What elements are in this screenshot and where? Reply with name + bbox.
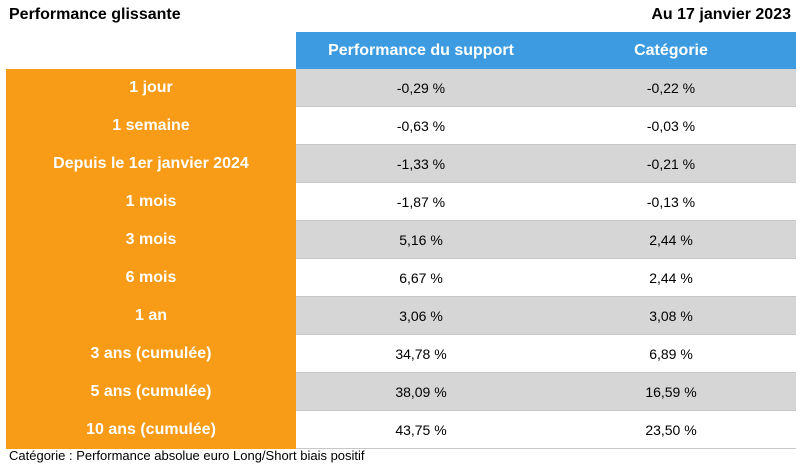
table-row: 6 mois 6,67 % 2,44 % xyxy=(6,258,796,297)
support-value: 5,16 % xyxy=(296,220,546,259)
table-header-row: Performance du support Catégorie xyxy=(6,32,796,69)
categorie-value: 16,59 % xyxy=(546,372,796,411)
support-value: -1,33 % xyxy=(296,144,546,183)
support-value: 6,67 % xyxy=(296,258,546,297)
table-row: 1 mois -1,87 % -0,13 % xyxy=(6,182,796,221)
categorie-value: 2,44 % xyxy=(546,258,796,297)
row-label: 3 ans (cumulée) xyxy=(6,334,296,373)
support-value: -0,63 % xyxy=(296,106,546,145)
table-row: Depuis le 1er janvier 2024 -1,33 % -0,21… xyxy=(6,144,796,183)
column-header-categorie: Catégorie xyxy=(546,32,796,69)
support-value: -1,87 % xyxy=(296,182,546,221)
row-label: 1 jour xyxy=(6,69,296,107)
table-title: Performance glissante xyxy=(9,6,181,23)
support-value: 34,78 % xyxy=(296,334,546,373)
row-label: 6 mois xyxy=(6,258,296,297)
table-row: 5 ans (cumulée) 38,09 % 16,59 % xyxy=(6,372,796,411)
categorie-value: -0,13 % xyxy=(546,182,796,221)
table-row: 1 jour -0,29 % -0,22 % xyxy=(6,69,796,107)
table-row: 3 ans (cumulée) 34,78 % 6,89 % xyxy=(6,334,796,373)
row-label: Depuis le 1er janvier 2024 xyxy=(6,144,296,183)
table-row: 1 an 3,06 % 3,08 % xyxy=(6,296,796,335)
categorie-value: 2,44 % xyxy=(546,220,796,259)
support-value: 38,09 % xyxy=(296,372,546,411)
categorie-value: -0,21 % xyxy=(546,144,796,183)
support-value: 43,75 % xyxy=(296,410,546,449)
support-value: -0,29 % xyxy=(296,69,546,107)
column-header-support: Performance du support xyxy=(296,32,546,69)
table-row: 10 ans (cumulée) 43,75 % 23,50 % xyxy=(6,410,796,449)
header-corner-cell xyxy=(6,32,296,69)
row-label: 1 semaine xyxy=(6,106,296,145)
categorie-value: 3,08 % xyxy=(546,296,796,335)
support-value: 3,06 % xyxy=(296,296,546,335)
row-label: 10 ans (cumulée) xyxy=(6,410,296,449)
as-of-date: Au 17 janvier 2023 xyxy=(651,6,791,23)
categorie-value: 6,89 % xyxy=(546,334,796,373)
categorie-value: -0,22 % xyxy=(546,69,796,107)
performance-table: Performance du support Catégorie 1 jour … xyxy=(6,32,796,449)
row-label: 1 mois xyxy=(6,182,296,221)
table-row: 1 semaine -0,63 % -0,03 % xyxy=(6,106,796,145)
categorie-value: 23,50 % xyxy=(546,410,796,449)
row-label: 1 an xyxy=(6,296,296,335)
row-label: 5 ans (cumulée) xyxy=(6,372,296,411)
categorie-value: -0,03 % xyxy=(546,106,796,145)
table-row: 3 mois 5,16 % 2,44 % xyxy=(6,220,796,259)
footnote: Catégorie : Performance absolue euro Lon… xyxy=(9,448,365,463)
row-label: 3 mois xyxy=(6,220,296,259)
